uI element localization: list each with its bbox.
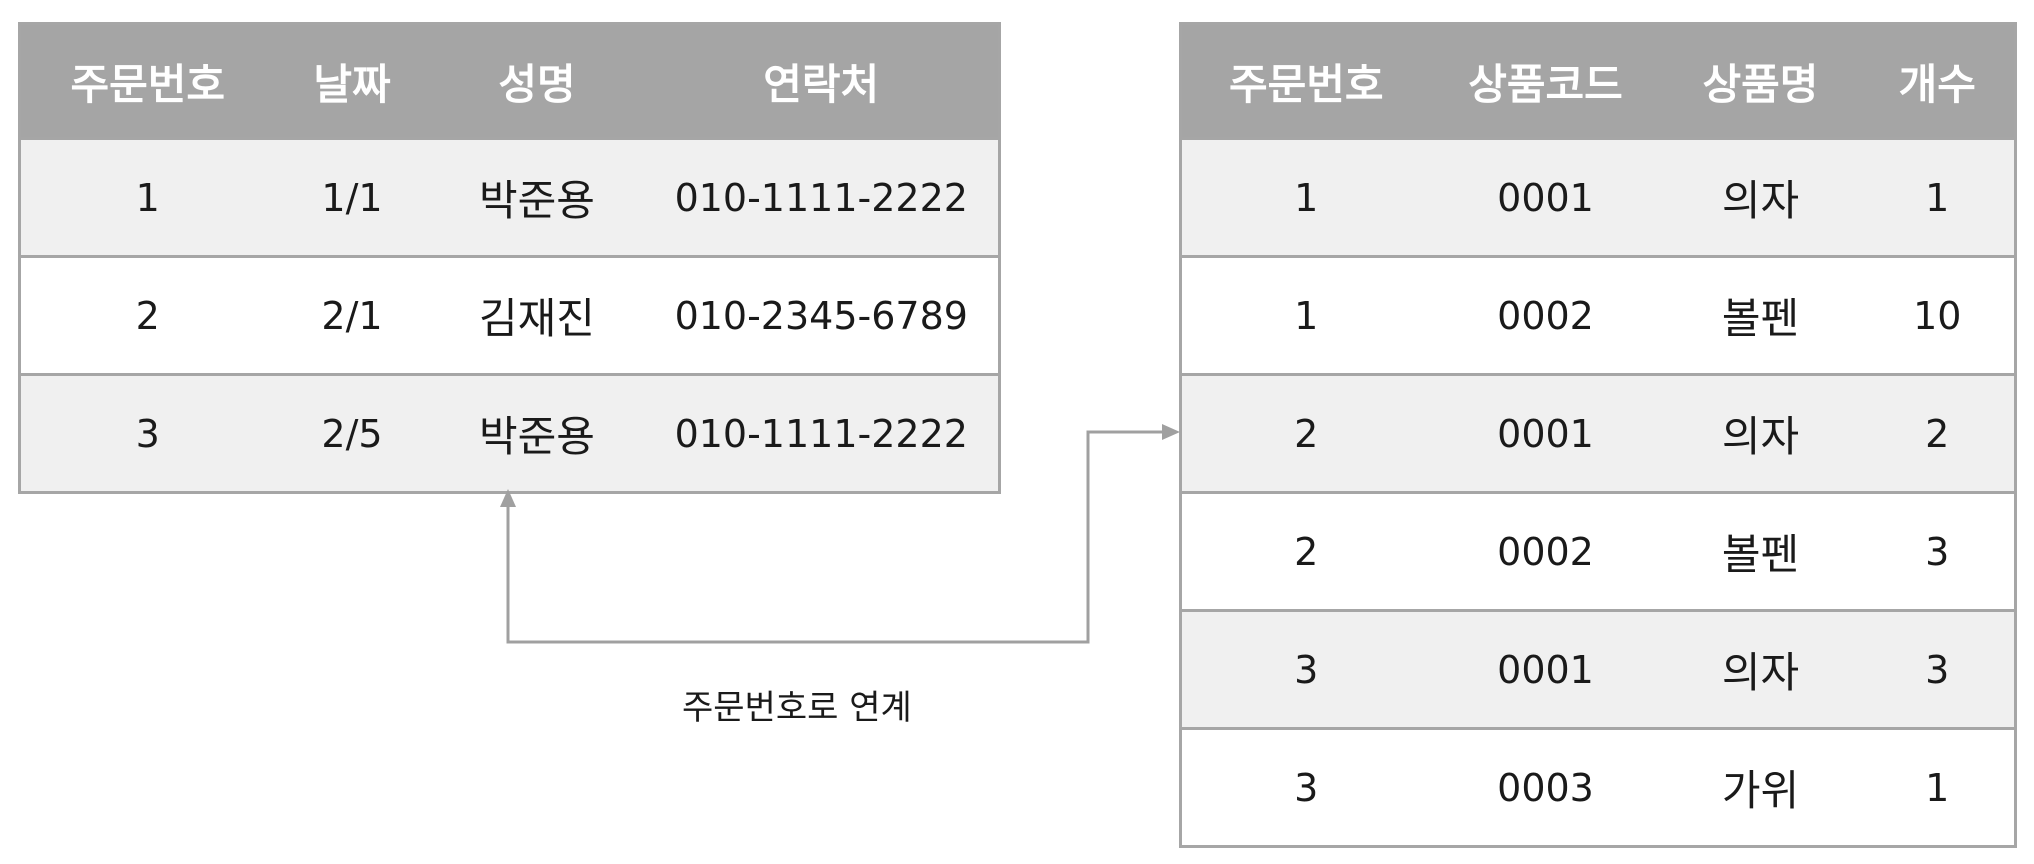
items-cell-order-no: 2	[1180, 373, 1431, 493]
orders-header-contact: 연락처	[644, 23, 1000, 139]
orders-cell-name: 김재진	[429, 255, 645, 375]
items-cell-order-no: 3	[1180, 727, 1431, 847]
items-cell-order-no: 1	[1180, 255, 1431, 375]
table-row: 2 0001 의자 2	[1180, 373, 2016, 493]
items-cell-quantity: 1	[1860, 727, 2016, 847]
items-cell-quantity: 2	[1860, 373, 2016, 493]
table-row: 1 0002 볼펜 10	[1180, 255, 2016, 375]
orders-cell-order-no: 2	[19, 255, 275, 375]
order-items-table: 주문번호 상품코드 상품명 개수 1 0001 의자 1 1 0002 볼펜 1…	[1179, 22, 2017, 848]
items-cell-product-name: 의자	[1660, 609, 1861, 729]
arrowhead-right-icon	[1162, 424, 1180, 440]
items-cell-product-code: 0002	[1430, 491, 1661, 611]
orders-cell-name: 박준용	[429, 137, 645, 257]
table-row: 3 0003 가위 1	[1180, 727, 2016, 847]
orders-cell-contact: 010-1111-2222	[644, 373, 1000, 493]
items-cell-product-name: 볼펜	[1660, 491, 1861, 611]
orders-header-order-no: 주문번호	[19, 23, 275, 139]
items-cell-quantity: 10	[1860, 255, 2016, 375]
orders-cell-date: 2/1	[274, 255, 430, 375]
items-header-row: 주문번호 상품코드 상품명 개수	[1180, 23, 2016, 139]
orders-table: 주문번호 날짜 성명 연락처 1 1/1 박준용 010-1111-2222 2…	[18, 22, 1001, 494]
relation-caption: 주문번호로 연계	[682, 688, 912, 728]
table-row: 2 0002 볼펜 3	[1180, 491, 2016, 611]
orders-cell-order-no: 1	[19, 137, 275, 257]
items-cell-product-code: 0003	[1430, 727, 1661, 847]
orders-header-row: 주문번호 날짜 성명 연락처	[19, 23, 1000, 139]
orders-cell-contact: 010-1111-2222	[644, 137, 1000, 257]
items-header-product-code: 상품코드	[1430, 23, 1661, 139]
items-cell-order-no: 2	[1180, 491, 1431, 611]
items-header-order-no: 주문번호	[1180, 23, 1431, 139]
orders-cell-date: 1/1	[274, 137, 430, 257]
table-row: 3 2/5 박준용 010-1111-2222	[19, 373, 1000, 493]
items-cell-product-code: 0002	[1430, 255, 1661, 375]
table-row: 2 2/1 김재진 010-2345-6789	[19, 255, 1000, 375]
items-cell-quantity: 1	[1860, 137, 2016, 257]
items-cell-order-no: 3	[1180, 609, 1431, 729]
orders-header-date: 날짜	[274, 23, 430, 139]
items-cell-product-code: 0001	[1430, 609, 1661, 729]
orders-cell-name: 박준용	[429, 373, 645, 493]
table-row: 3 0001 의자 3	[1180, 609, 2016, 729]
items-header-quantity: 개수	[1860, 23, 2016, 139]
orders-cell-date: 2/5	[274, 373, 430, 493]
items-header-product-name: 상품명	[1660, 23, 1861, 139]
orders-cell-contact: 010-2345-6789	[644, 255, 1000, 375]
items-cell-product-code: 0001	[1430, 373, 1661, 493]
orders-header-name: 성명	[429, 23, 645, 139]
orders-cell-order-no: 3	[19, 373, 275, 493]
items-cell-product-code: 0001	[1430, 137, 1661, 257]
items-cell-order-no: 1	[1180, 137, 1431, 257]
items-cell-product-name: 볼펜	[1660, 255, 1861, 375]
table-row: 1 0001 의자 1	[1180, 137, 2016, 257]
table-row: 1 1/1 박준용 010-1111-2222	[19, 137, 1000, 257]
items-cell-product-name: 의자	[1660, 137, 1861, 257]
items-cell-quantity: 3	[1860, 491, 2016, 611]
items-cell-product-name: 가위	[1660, 727, 1861, 847]
items-cell-quantity: 3	[1860, 609, 2016, 729]
items-cell-product-name: 의자	[1660, 373, 1861, 493]
